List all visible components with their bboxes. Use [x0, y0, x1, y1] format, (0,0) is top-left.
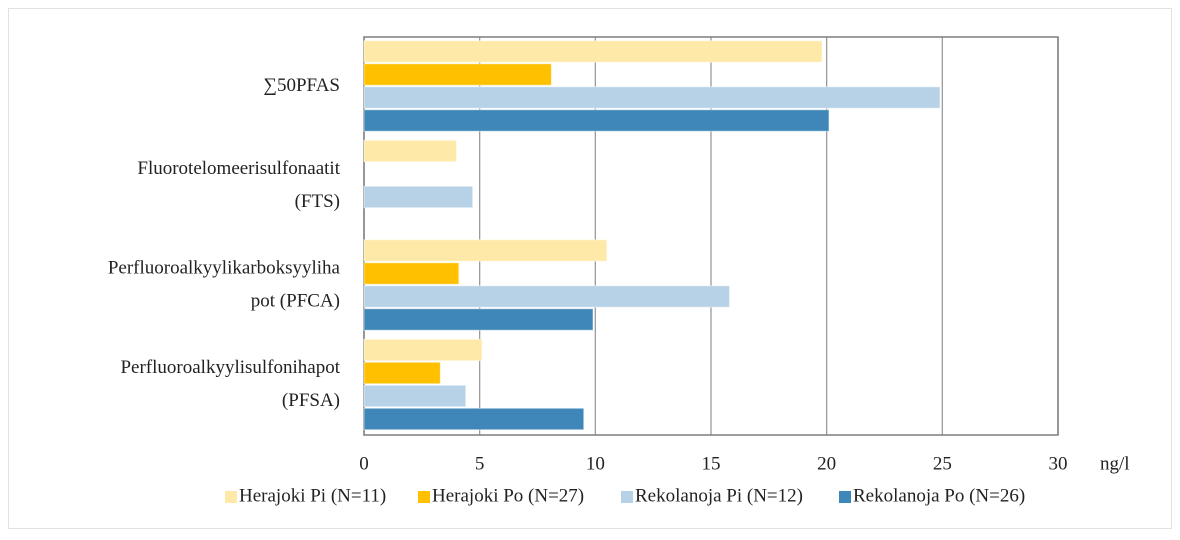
legend-label: Rekolanoja Pi (N=12) [635, 485, 803, 506]
legend-swatch [839, 491, 851, 503]
bar [363, 185, 474, 209]
category-label-line: pot (PFCA) [251, 291, 340, 312]
bar [363, 262, 460, 285]
bar [363, 139, 458, 163]
category-label-line: (FTS) [295, 191, 340, 212]
x-tick-label: 30 [1049, 453, 1068, 474]
bar [363, 63, 552, 86]
x-tick-label: 0 [359, 453, 369, 474]
category-label-line: Perfluoroalkyylisulfonihapot [120, 357, 340, 378]
x-tick-label: 10 [586, 453, 605, 474]
category-label-line: ∑50PFAS [263, 75, 340, 96]
legend-swatch [225, 491, 237, 503]
bar [363, 109, 830, 132]
plot-frame [363, 36, 1059, 436]
category-label: ∑50PFAS [263, 75, 340, 96]
bar [363, 384, 467, 408]
category-label: Perfluoroalkyylikarboksyyliha pot (PFCA) [108, 258, 341, 312]
category-label-line: (PFSA) [282, 390, 340, 411]
category-label: Perfluoroalkyylisulfonihapot (PFSA) [120, 357, 340, 411]
bar [363, 285, 731, 308]
x-tick-label: 5 [475, 453, 485, 474]
x-axis-label: ng/l [1100, 453, 1130, 474]
x-tick-label: 25 [933, 453, 952, 474]
bar [363, 407, 585, 431]
category-label: Fluorotelomeerisulfonaatit (FTS) [137, 158, 340, 212]
bar [363, 86, 941, 109]
legend-swatch [418, 491, 430, 503]
legend-label: Rekolanoja Po (N=26) [853, 485, 1025, 506]
bar [363, 361, 441, 385]
bar [363, 308, 594, 331]
bar [363, 40, 823, 63]
chart-border [8, 8, 1172, 529]
legend-label: Herajoki Pi (N=11) [239, 485, 386, 506]
x-tick-label: 15 [702, 453, 721, 474]
bar [363, 338, 483, 362]
legend-swatch [621, 491, 633, 503]
legend-label: Herajoki Po (N=27) [432, 485, 584, 506]
x-tick-label: 20 [817, 453, 836, 474]
category-label-line: Perfluoroalkyylikarboksyyliha [108, 258, 341, 279]
bar [363, 239, 608, 262]
category-label-line: Fluorotelomeerisulfonaatit [137, 158, 340, 179]
